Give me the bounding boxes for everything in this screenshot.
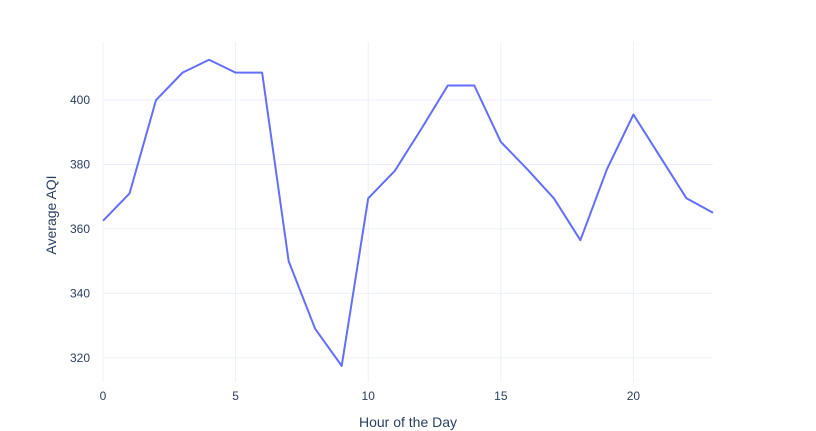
x-tick-labels: 0 5 10 15 20	[100, 389, 641, 403]
x-gridlines	[102, 42, 634, 382]
y-tick-label: 360	[70, 222, 90, 236]
y-gridlines	[103, 99, 713, 359]
y-tick-label: 340	[70, 286, 90, 300]
y-tick-labels: 320 340 360 380 400	[70, 93, 90, 365]
y-tick-label: 380	[70, 157, 90, 171]
y-axis-title: Average AQI	[43, 175, 59, 254]
x-tick-label: 15	[494, 389, 508, 403]
y-tick-label: 320	[70, 351, 90, 365]
x-tick-label: 10	[362, 389, 376, 403]
x-axis-title: Hour of the Day	[359, 414, 457, 430]
x-tick-label: 5	[232, 389, 239, 403]
x-tick-label: 0	[100, 389, 107, 403]
y-tick-label: 400	[70, 93, 90, 107]
series-layer	[102, 58, 714, 367]
x-tick-label: 20	[627, 389, 641, 403]
series-line	[102, 58, 714, 367]
